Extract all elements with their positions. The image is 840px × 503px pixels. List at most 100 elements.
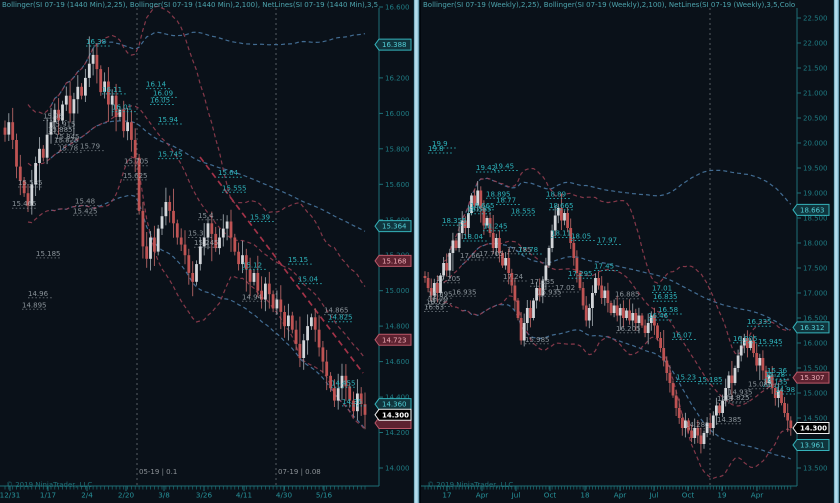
candle-body (724, 388, 728, 401)
candle-body (7, 122, 11, 135)
candle-body (237, 251, 240, 265)
price-level-label: 18.355 (442, 217, 467, 225)
price-level-label: 17.66 (460, 252, 481, 260)
price-level-label: 17.02 (555, 284, 575, 292)
candle-body (348, 386, 352, 401)
bollinger-band (50, 194, 366, 430)
price-level-label: 15.425 (73, 207, 98, 215)
trend-line[interactable] (199, 156, 364, 374)
candle-body (727, 375, 731, 388)
x-axis-label: Jul (511, 491, 521, 500)
price-level-label: 15.79 (80, 143, 100, 151)
window-edge-splitter[interactable] (833, 0, 840, 503)
price-axis-marker-value: 14.300 (382, 411, 409, 419)
candle-body (622, 308, 625, 318)
candle-body (107, 81, 110, 105)
price-level-label: 17.78 (518, 246, 538, 254)
candle-body (715, 405, 718, 416)
candle-body (445, 263, 449, 271)
price-level-label: 16.63 (424, 304, 444, 312)
y-axis-label: 15.000 (803, 390, 828, 398)
price-level-label: 15.085 (748, 381, 773, 389)
candle-body (516, 300, 520, 318)
chart-panel-daily[interactable] (0, 0, 413, 503)
candle-body (634, 313, 638, 323)
price-level-label: 15.96 (43, 113, 64, 121)
price-axis-marker (792, 422, 830, 434)
candle-body (448, 253, 452, 271)
candle-body (141, 210, 145, 247)
candle-body (429, 288, 433, 296)
bollinger-band (461, 242, 792, 333)
x-axis-label: 17 (442, 491, 451, 500)
price-level-label: 18.245 (483, 223, 508, 231)
x-axis-label: 18 (580, 491, 590, 500)
y-axis-label: 13.500 (803, 465, 828, 473)
price-level-label: 15.915 (51, 121, 76, 129)
candle-body (252, 273, 256, 282)
price-axis-marker (792, 438, 830, 451)
candle-body (41, 148, 45, 158)
candle-body (118, 109, 122, 117)
candle-body (114, 95, 118, 117)
candle-body (126, 122, 129, 132)
x-axis-label: 4/11 (236, 491, 252, 500)
candle-body (488, 218, 492, 233)
y-axis-label: 16.500 (803, 315, 828, 323)
candle-body (764, 370, 768, 383)
candle-body (290, 315, 294, 330)
candle-body (541, 280, 545, 296)
price-level-label: 15.185 (36, 250, 61, 258)
price-level-label: 15.845 (55, 133, 80, 141)
price-level-label: 18.895 (486, 190, 511, 198)
price-level-label: 14.96 (28, 290, 49, 298)
candle-body (26, 193, 30, 206)
price-axis-marker-value: 14.360 (382, 401, 407, 409)
price-level-label: 17.24 (503, 273, 524, 281)
candle-body (659, 338, 662, 348)
price-level-label: 15.825 (54, 136, 79, 144)
candle-body (485, 218, 489, 226)
candle-body (690, 430, 693, 438)
candle-body (498, 238, 501, 253)
price-level-label: 15.885 (48, 126, 73, 134)
candle-body (597, 278, 600, 286)
price-level-label: 16.335 (747, 318, 772, 326)
candle-body (451, 240, 455, 253)
price-level-label: 16.885 (615, 291, 640, 299)
y-axis-label: 16.200 (385, 74, 410, 82)
price-level-label: 15.12 (242, 261, 262, 269)
candle-body (156, 228, 160, 252)
candle-body (501, 253, 504, 266)
candle-body (646, 323, 650, 333)
price-level-label: 15.04 (298, 276, 319, 284)
candle-body (214, 233, 218, 249)
price-level-label: 16.005 (733, 335, 758, 343)
candle-body (680, 418, 684, 428)
candle-body (789, 420, 793, 428)
price-axis-marker (374, 333, 412, 346)
chart-panel-weekly[interactable] (421, 0, 833, 503)
candle-body (671, 383, 675, 396)
candle-body (674, 395, 678, 408)
x-axis-label: Oct (544, 491, 557, 500)
y-axis-label: 15.000 (385, 287, 410, 295)
candle-body (569, 228, 573, 243)
candle-body (221, 228, 225, 238)
candle-body (786, 413, 790, 421)
candle-body (556, 208, 560, 216)
chart-daily: 05-19 | 0.1 07-19 | 0.08 16.38 16.14 16.11 16… (3, 5, 367, 486)
y-axis-label: 14.200 (385, 429, 410, 437)
price-axis-marker-value: 16.388 (382, 41, 407, 49)
candle-body (708, 423, 712, 428)
candle-body (179, 237, 183, 245)
candle-body (22, 180, 26, 194)
candle-body (426, 278, 430, 288)
panel-splitter[interactable] (413, 0, 420, 503)
candle-body (463, 220, 467, 228)
candle-body (584, 305, 588, 321)
candle-body (183, 244, 187, 256)
price-level-label: 18.585 (467, 206, 492, 214)
candle-body (80, 86, 83, 96)
